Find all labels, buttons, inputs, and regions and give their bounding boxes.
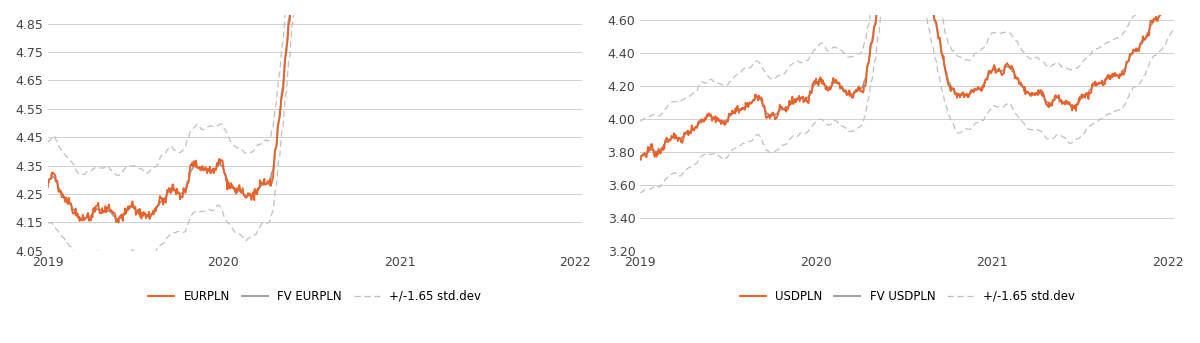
Legend: EURPLN, FV EURPLN, +/-1.65 std.dev: EURPLN, FV EURPLN, +/-1.65 std.dev <box>144 285 486 307</box>
Legend: USDPLN, FV USDPLN, +/-1.65 std.dev: USDPLN, FV USDPLN, +/-1.65 std.dev <box>736 285 1079 307</box>
